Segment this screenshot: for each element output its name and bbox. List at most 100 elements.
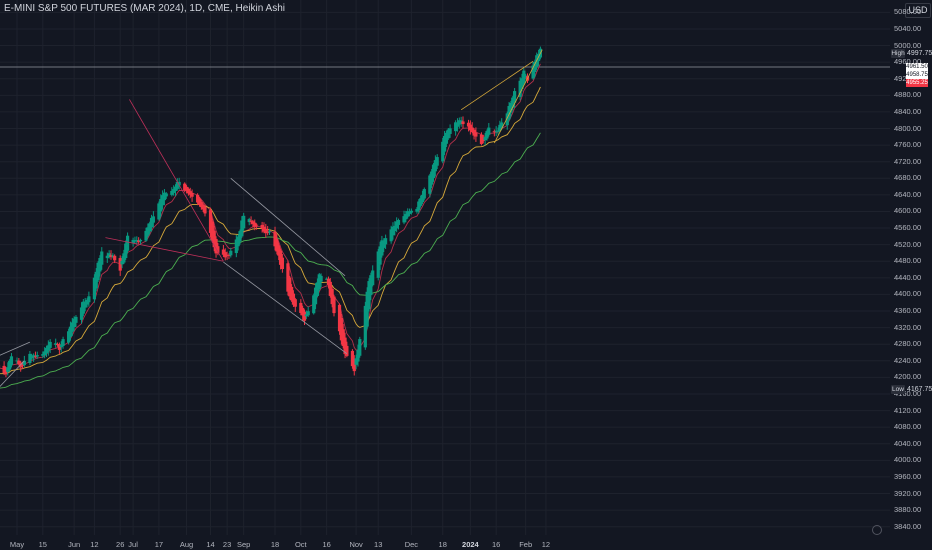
candle-body	[457, 120, 461, 125]
candle-body	[485, 131, 489, 139]
candle-body	[249, 220, 253, 222]
candle-body	[183, 183, 187, 191]
candle-body	[472, 129, 476, 136]
candle-body	[433, 160, 437, 172]
candle-body	[8, 360, 12, 370]
candle-body	[380, 240, 384, 256]
candle-body	[531, 65, 535, 79]
candle-body	[159, 199, 163, 212]
candle-body	[384, 238, 388, 245]
candle-body	[172, 189, 176, 193]
candle-body	[422, 189, 426, 199]
candle-body	[455, 122, 460, 127]
candle-body	[431, 164, 436, 179]
candle-body	[190, 192, 194, 197]
candle-body	[151, 216, 155, 223]
x-tick-label: 18	[270, 540, 280, 549]
candle-body	[444, 132, 449, 144]
candle-body	[415, 208, 419, 212]
candle-body	[524, 75, 528, 78]
chart-grid	[0, 0, 890, 535]
trendline	[129, 99, 224, 262]
candle-body	[277, 245, 281, 256]
candle-body	[98, 258, 102, 272]
candle-body	[133, 240, 137, 242]
candle-body	[442, 135, 447, 152]
candle-body	[225, 254, 229, 256]
candle-body	[505, 113, 509, 126]
candle-body	[500, 122, 504, 128]
candle-body	[196, 194, 200, 203]
x-tick-label: 16	[322, 540, 331, 549]
y-tick-label: 4560.00	[894, 223, 922, 233]
candle-body	[188, 191, 192, 195]
candle-body	[382, 240, 386, 248]
candle-body	[122, 253, 126, 263]
candle-body	[229, 250, 233, 256]
ema-lines	[0, 63, 541, 389]
candle-body	[28, 353, 32, 364]
y-tick-label: 5000.00	[894, 40, 922, 50]
go-to-realtime-icon[interactable]	[872, 525, 882, 535]
candle-body	[337, 304, 342, 332]
candle-body	[286, 263, 290, 292]
y-tick-label: 4760.00	[894, 140, 922, 150]
ema-line-21	[0, 86, 541, 375]
candle-body	[407, 211, 412, 214]
candle-body	[328, 281, 332, 296]
candle-body	[358, 339, 362, 356]
candle-body	[6, 367, 10, 372]
candle-body	[487, 127, 491, 135]
candle-body	[113, 255, 117, 261]
candle-body	[9, 356, 14, 366]
y-tick-label: 4960.00	[894, 57, 922, 67]
candle-body	[533, 61, 537, 72]
y-tick-label: 4240.00	[894, 355, 922, 365]
candle-body	[468, 124, 472, 131]
currency-button[interactable]: USD	[905, 3, 931, 18]
y-tick-label: 4040.00	[894, 438, 922, 448]
y-tick-label: 4880.00	[894, 90, 922, 100]
y-tick-label: 4840.00	[894, 106, 922, 116]
candle-body	[120, 260, 124, 265]
y-tick-label: 4160.00	[894, 388, 922, 398]
candle-body	[251, 221, 255, 225]
candle-body	[162, 192, 167, 201]
candle-body	[22, 360, 26, 366]
candle-body	[319, 275, 323, 282]
x-tick-label: May	[9, 540, 25, 549]
candle-body	[330, 288, 334, 305]
candle-body	[46, 345, 50, 351]
candle-body	[313, 287, 318, 305]
candle-body	[149, 217, 154, 228]
candle-body	[301, 307, 305, 316]
candle-body	[184, 186, 189, 191]
last-price-line-3: 4955.25	[906, 79, 928, 87]
candle-body	[31, 355, 36, 358]
candle-body	[435, 157, 439, 166]
candle-body	[430, 171, 434, 185]
y-tick-label: 4120.00	[894, 405, 922, 415]
y-tick-label: 4200.00	[894, 372, 922, 382]
candle-body	[138, 239, 143, 242]
candle-body	[67, 331, 71, 343]
candle-body	[448, 128, 452, 134]
candle-body	[160, 195, 165, 206]
candle-body	[227, 254, 231, 256]
candle-body	[389, 229, 393, 242]
trendline	[223, 261, 348, 355]
candle-body	[81, 301, 85, 314]
candle-body	[278, 250, 283, 265]
trendline	[0, 341, 31, 356]
candle-body	[100, 251, 104, 265]
high-value: 4997.75	[907, 50, 932, 57]
candle-body	[144, 230, 148, 241]
candle-body	[494, 130, 498, 132]
candles	[0, 46, 543, 378]
candle-body	[48, 341, 52, 348]
candle-body	[470, 127, 474, 133]
candle-body	[326, 278, 331, 285]
candle-body	[20, 364, 25, 366]
candle-body	[376, 251, 380, 278]
